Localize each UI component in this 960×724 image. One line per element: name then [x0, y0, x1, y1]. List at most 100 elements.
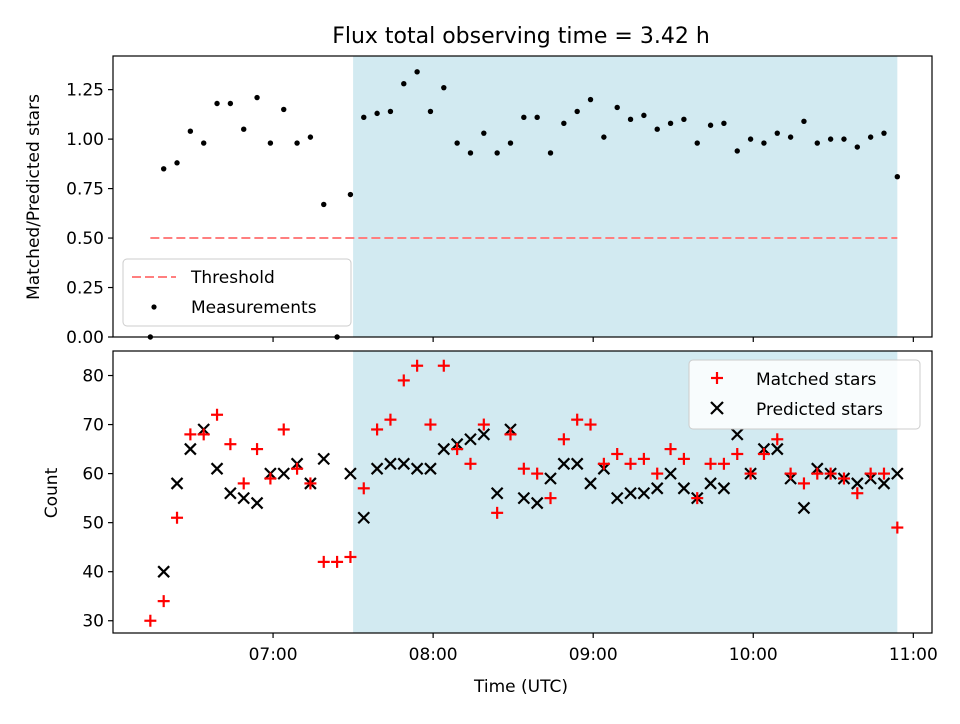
matched-stars-point	[797, 477, 810, 490]
measurement-point	[707, 122, 714, 128]
matched-stars-point	[864, 467, 877, 480]
bottom-y-tick-label: 50	[82, 514, 104, 534]
matched-stars-point	[851, 487, 864, 500]
matched-stars-point	[477, 418, 490, 431]
measurement-point	[627, 116, 634, 123]
predicted-stars-point	[210, 462, 224, 475]
measurement-point	[201, 140, 207, 146]
predicted-stars-point	[570, 457, 584, 471]
predicted-stars-point	[437, 442, 451, 456]
matched-stars-point	[611, 447, 624, 460]
measurement-point	[587, 96, 594, 103]
predicted-stars-point	[704, 477, 717, 490]
predicted-stars-point	[157, 565, 170, 578]
measurement-point	[494, 150, 500, 156]
matched-stars-point	[357, 482, 370, 495]
measurement-point	[694, 140, 700, 146]
matched-stars-point	[411, 359, 424, 372]
matched-stars-point	[397, 374, 410, 387]
matched-stars-point	[211, 408, 224, 421]
legend-measurements-label: Measurements	[191, 298, 317, 318]
top-y-tick-label: 0.25	[66, 279, 104, 299]
predicted-stars-point	[677, 482, 691, 495]
measurement-point	[561, 120, 567, 126]
bottom-legend-box	[688, 359, 921, 430]
bottom-y-tick-label: 70	[82, 416, 104, 436]
measurement-point	[401, 81, 407, 87]
measurement-point	[761, 140, 767, 146]
matched-stars-point	[224, 438, 237, 451]
x-tick-label: 10:00	[729, 645, 778, 665]
measurement-point	[641, 112, 647, 119]
predicted-stars-point	[851, 477, 864, 490]
legend-predicted-label: Predicted stars	[756, 400, 883, 420]
matched-stars-point	[717, 457, 730, 470]
legend-measurements-swatch	[151, 304, 157, 310]
measurement-point	[681, 116, 687, 123]
matched-stars-point	[664, 443, 677, 456]
matched-stars-point	[371, 423, 384, 436]
matched-stars-point	[491, 506, 504, 519]
measurement-point	[414, 69, 420, 75]
measurement-point	[374, 110, 380, 117]
matched-stars-point	[584, 418, 597, 431]
measurement-point	[347, 191, 354, 198]
measurement-point	[747, 136, 754, 142]
predicted-stars-point	[544, 472, 557, 485]
measurement-point	[267, 140, 274, 146]
bottom-x-ticks: 07:00 08:00 09:00 10:00 11:00	[249, 633, 938, 665]
measurement-point	[387, 108, 394, 115]
predicted-stars-point	[237, 491, 250, 505]
predicted-stars-point	[464, 433, 477, 446]
matched-stars-point	[691, 492, 704, 505]
predicted-stars-point	[717, 482, 731, 495]
x-axis-label: Time (UTC)	[473, 677, 568, 697]
measurement-point	[801, 118, 807, 125]
matched-stars-point	[264, 472, 277, 485]
predicted-stars-point	[517, 491, 531, 505]
x-tick-label: 07:00	[249, 645, 298, 665]
measurement-point	[534, 114, 540, 121]
matched-stars-point	[504, 428, 517, 441]
top-x-ticks	[272, 337, 914, 342]
predicted-stars-point	[317, 452, 331, 466]
matched-stars-point	[517, 462, 530, 475]
matched-stars-point	[557, 433, 570, 446]
matched-stars-point	[251, 443, 264, 456]
predicted-stars-point	[370, 462, 384, 475]
predicted-stars-point	[384, 457, 397, 471]
top-y-tick-label: 0.50	[66, 229, 104, 249]
predicted-stars-point	[184, 442, 197, 456]
matched-stars-point	[757, 447, 770, 460]
x-tick-label: 11:00	[889, 645, 938, 665]
predicted-stars-point	[490, 486, 504, 500]
matched-stars-point	[317, 555, 330, 568]
top-y-tick-label: 1.25	[66, 81, 104, 101]
bottom-axes-frame	[112, 350, 933, 634]
predicted-stars-points	[157, 423, 904, 578]
matched-stars-point	[824, 467, 837, 480]
matched-stars-point	[531, 467, 544, 480]
predicted-stars-point	[797, 501, 811, 515]
measurement-point	[361, 114, 367, 121]
predicted-stars-point	[730, 428, 744, 441]
measurement-point	[841, 136, 847, 142]
predicted-stars-point	[477, 428, 491, 441]
predicted-stars-point	[650, 482, 664, 495]
measurement-point	[574, 108, 580, 115]
bottom-y-tick-label: 40	[82, 563, 104, 583]
matched-stars-point	[704, 457, 717, 470]
matched-stars-point	[171, 511, 184, 524]
measurement-point	[814, 140, 820, 146]
measurement-point	[307, 134, 314, 140]
matched-stars-point	[184, 428, 197, 441]
chart-title: Flux total observing time = 3.42 h	[332, 24, 710, 49]
measurement-point	[547, 150, 554, 156]
predicted-stars-point	[637, 486, 651, 500]
predicted-stars-point	[664, 467, 677, 480]
matched-stars-point	[811, 467, 824, 480]
predicted-stars-point	[891, 467, 904, 480]
measurement-point	[214, 100, 220, 107]
measurement-point	[467, 150, 474, 156]
